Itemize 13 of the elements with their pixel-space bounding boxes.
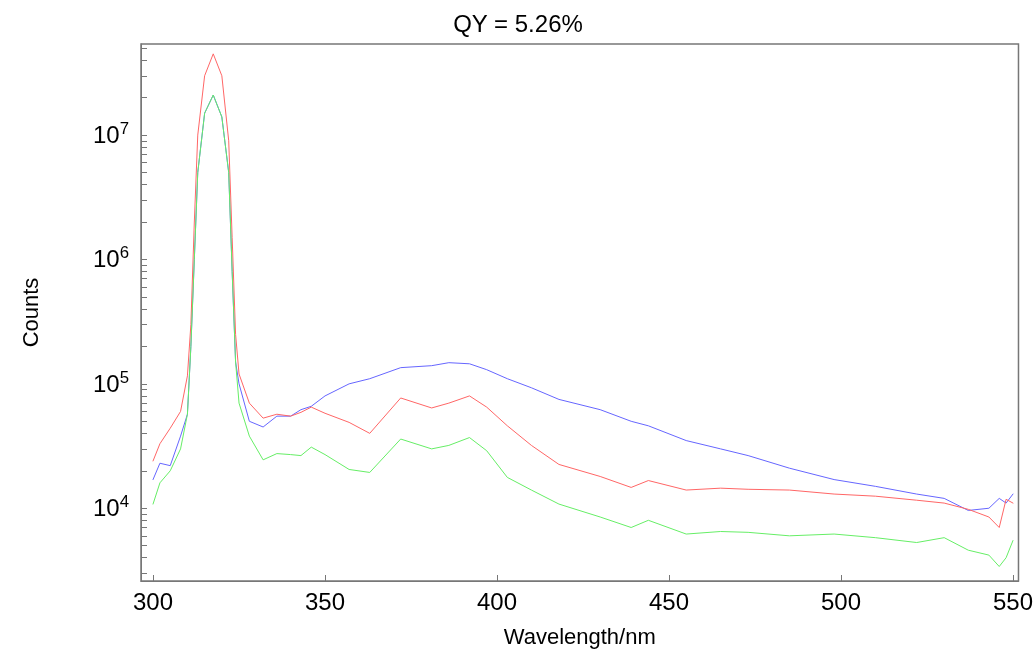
y-tick-label: 10$^{4}$ xyxy=(92,492,129,523)
x-tick-label: 400 xyxy=(476,587,518,615)
y-tick-label: 10$^{7}$ xyxy=(92,118,129,150)
x-tick-label: 550 xyxy=(992,587,1033,615)
y-tick-label: 10$^{5}$ xyxy=(92,367,129,398)
y-tick-label: 10$^{6}$ xyxy=(92,243,129,274)
chart-title: QY = 5.26% xyxy=(453,9,583,37)
y-axis-title: Counts xyxy=(17,277,43,348)
x-tick-label: 350 xyxy=(305,587,346,615)
x-tick-label: 500 xyxy=(820,587,862,615)
x-axis-title: Wavelength/nm xyxy=(503,623,656,649)
x-tick-label: 300 xyxy=(133,587,174,615)
x-tick-label: 450 xyxy=(648,587,690,615)
